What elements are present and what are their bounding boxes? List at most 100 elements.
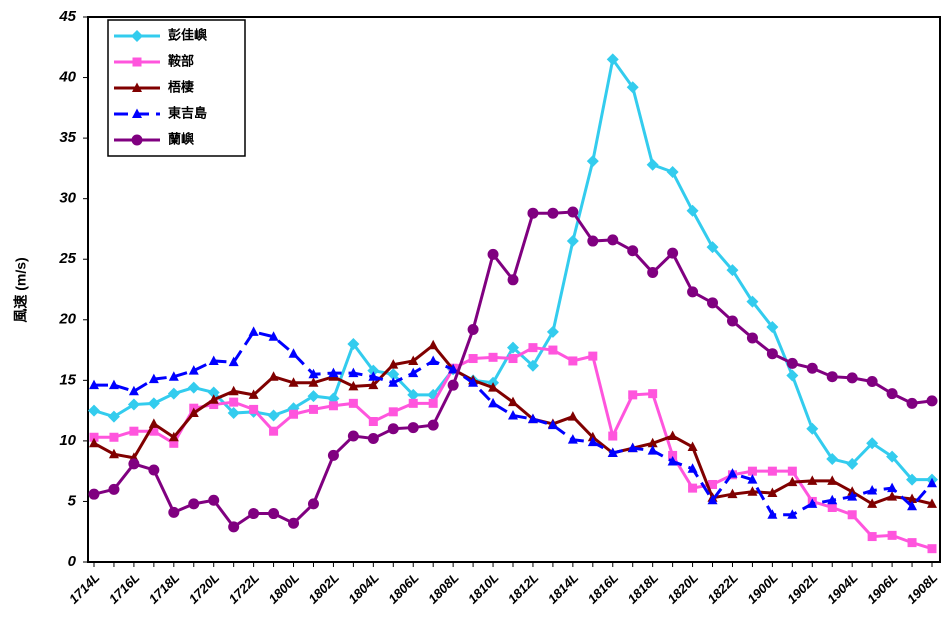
data-point bbox=[708, 479, 718, 489]
legend-marker bbox=[132, 108, 142, 118]
data-point bbox=[766, 348, 778, 360]
data-point bbox=[147, 397, 160, 410]
data-point bbox=[867, 485, 878, 495]
data-point bbox=[308, 368, 319, 379]
data-point bbox=[826, 453, 839, 466]
data-point bbox=[187, 381, 200, 394]
data-point bbox=[108, 483, 120, 495]
data-point bbox=[807, 498, 818, 508]
data-point bbox=[508, 354, 518, 364]
data-point bbox=[926, 395, 938, 407]
data-point bbox=[387, 423, 399, 435]
data-point bbox=[627, 245, 639, 257]
legend-label: 彭佳嶼 bbox=[168, 28, 207, 44]
data-point bbox=[587, 235, 599, 247]
y-tick-label: 15 bbox=[59, 371, 76, 388]
data-point bbox=[368, 371, 379, 381]
data-point bbox=[328, 367, 339, 378]
data-point bbox=[927, 544, 937, 554]
x-tick-label: 1800L bbox=[265, 570, 302, 607]
data-point bbox=[169, 438, 179, 448]
data-point bbox=[248, 389, 259, 399]
series-line bbox=[93, 210, 933, 529]
data-point bbox=[508, 396, 518, 407]
x-tick-label: 1820L bbox=[664, 570, 701, 607]
x-tick-label: 1804L bbox=[345, 570, 382, 607]
data-point bbox=[208, 355, 219, 365]
data-point bbox=[89, 432, 99, 442]
legend-marker bbox=[131, 30, 143, 42]
data-point bbox=[587, 436, 598, 447]
data-point bbox=[488, 397, 499, 408]
data-point bbox=[608, 431, 618, 441]
data-point bbox=[667, 455, 678, 466]
data-point bbox=[607, 234, 619, 246]
data-point bbox=[727, 468, 738, 478]
data-point bbox=[308, 377, 319, 387]
x-tick-label: 1908L bbox=[904, 570, 941, 607]
data-point bbox=[89, 379, 99, 390]
data-point bbox=[787, 509, 798, 519]
data-point bbox=[567, 434, 578, 444]
data-point bbox=[208, 394, 219, 404]
data-point bbox=[667, 430, 678, 441]
data-point bbox=[288, 517, 300, 529]
data-point bbox=[927, 477, 937, 488]
data-point bbox=[367, 364, 380, 377]
data-point bbox=[907, 500, 918, 511]
data-point bbox=[747, 466, 757, 476]
legend-marker bbox=[132, 82, 142, 92]
y-tick-label: 5 bbox=[68, 492, 77, 509]
data-point bbox=[228, 356, 239, 367]
x-tick-label: 1718L bbox=[146, 570, 183, 607]
data-point bbox=[567, 411, 578, 421]
data-point bbox=[248, 508, 260, 520]
x-tick-label: 1806L bbox=[385, 570, 422, 607]
data-point bbox=[108, 448, 119, 459]
data-point bbox=[227, 407, 240, 420]
x-tick-label: 1816L bbox=[585, 570, 622, 607]
data-point bbox=[627, 442, 638, 453]
data-point bbox=[289, 409, 299, 419]
data-point bbox=[568, 356, 578, 366]
y-tick-label: 40 bbox=[58, 69, 76, 86]
y-tick-label: 45 bbox=[58, 8, 76, 25]
data-point bbox=[88, 404, 100, 417]
data-point bbox=[567, 206, 579, 218]
data-point bbox=[547, 419, 558, 430]
x-tick-label: 1722L bbox=[225, 570, 262, 607]
data-point bbox=[887, 482, 898, 493]
data-point bbox=[886, 388, 898, 400]
data-point bbox=[468, 377, 479, 387]
data-point bbox=[887, 530, 897, 540]
data-point bbox=[767, 487, 778, 497]
data-point bbox=[647, 267, 659, 279]
data-point bbox=[188, 365, 199, 375]
y-tick-label: 0 bbox=[68, 553, 77, 570]
data-point bbox=[707, 494, 718, 505]
series-line bbox=[94, 346, 933, 551]
y-tick-label: 25 bbox=[58, 250, 76, 267]
data-point bbox=[168, 506, 180, 518]
data-point bbox=[687, 463, 698, 473]
data-point bbox=[249, 404, 259, 414]
x-tick-label: 1900L bbox=[744, 570, 781, 607]
data-point bbox=[228, 385, 239, 396]
data-point bbox=[706, 241, 719, 254]
legend-marker bbox=[132, 57, 142, 67]
data-point bbox=[866, 437, 879, 450]
data-point bbox=[586, 155, 599, 168]
data-point bbox=[528, 343, 538, 353]
data-point bbox=[327, 449, 339, 461]
data-point bbox=[367, 432, 379, 444]
data-point bbox=[128, 458, 140, 470]
data-point bbox=[129, 426, 139, 436]
data-point bbox=[566, 235, 579, 248]
data-point bbox=[547, 207, 559, 219]
data-point bbox=[267, 409, 280, 422]
data-point bbox=[368, 379, 379, 390]
data-point bbox=[847, 486, 858, 496]
data-point bbox=[148, 418, 159, 428]
x-tick-label: 1822L bbox=[704, 570, 741, 607]
